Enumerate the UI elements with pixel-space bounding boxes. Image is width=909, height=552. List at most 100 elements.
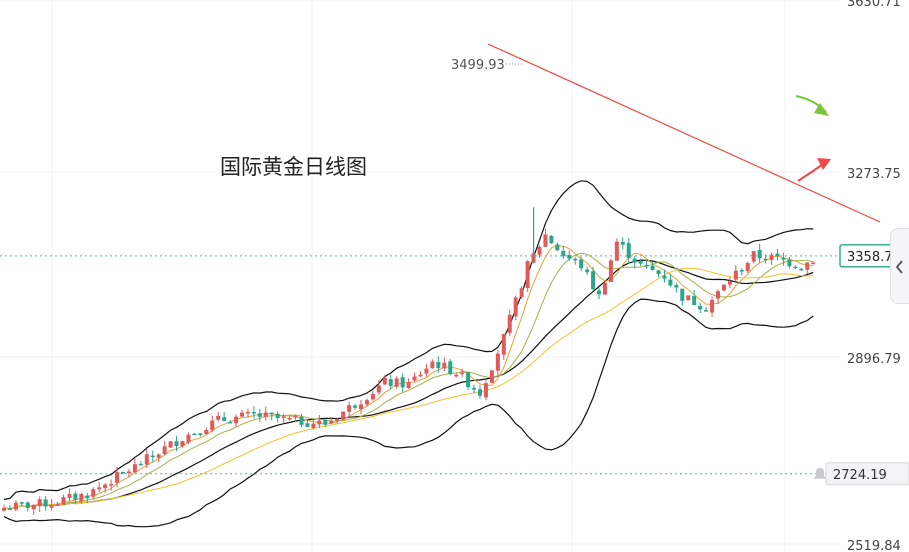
candle-body bbox=[204, 430, 209, 435]
candle-body bbox=[727, 281, 732, 285]
candle-body bbox=[359, 404, 363, 410]
candle-body bbox=[602, 282, 607, 295]
candle-body bbox=[299, 416, 304, 425]
candle-body bbox=[430, 361, 435, 369]
side-panel-toggle[interactable] bbox=[890, 228, 909, 304]
candle-body bbox=[7, 508, 12, 510]
candle-body bbox=[275, 413, 280, 419]
candle-body bbox=[144, 454, 149, 465]
candle-body bbox=[721, 284, 726, 291]
candle-body bbox=[341, 411, 346, 420]
candle-body bbox=[448, 361, 453, 374]
candle-body bbox=[382, 377, 387, 385]
candle-body bbox=[519, 288, 524, 298]
candle-body bbox=[245, 411, 250, 414]
candle-body bbox=[716, 291, 720, 299]
candle-body bbox=[442, 362, 447, 369]
bollinger-upper bbox=[3, 180, 814, 500]
candle-body bbox=[662, 275, 667, 279]
candle-body bbox=[25, 502, 30, 509]
candle-body bbox=[109, 484, 114, 486]
candle-body bbox=[739, 270, 744, 272]
candle-body bbox=[620, 241, 625, 245]
candle-body bbox=[31, 504, 36, 510]
candle-body bbox=[597, 290, 601, 295]
candle-body bbox=[222, 417, 227, 421]
candle-body bbox=[674, 285, 679, 288]
candle-body bbox=[91, 489, 96, 497]
candle-body bbox=[162, 446, 167, 454]
candle-body bbox=[168, 441, 173, 448]
candle-body bbox=[121, 471, 125, 474]
candle-body bbox=[763, 258, 768, 261]
candle-body bbox=[228, 421, 233, 424]
y-axis-tick-label: 2896.79 bbox=[847, 352, 901, 367]
candle-body bbox=[579, 259, 584, 269]
candle-body bbox=[614, 241, 619, 261]
candle-body bbox=[192, 433, 197, 436]
candle-body bbox=[305, 423, 310, 427]
candle-body bbox=[608, 260, 613, 282]
candle-body bbox=[43, 499, 48, 507]
candle-body bbox=[79, 493, 84, 501]
arrow-down-head bbox=[814, 103, 829, 116]
candle-body bbox=[126, 471, 131, 474]
candle-body bbox=[216, 415, 221, 420]
alert-price-badge[interactable] bbox=[825, 462, 909, 486]
candle-body bbox=[698, 305, 703, 310]
candle-body bbox=[650, 265, 655, 270]
candle-body bbox=[85, 495, 90, 499]
candle-body bbox=[483, 383, 488, 398]
candle-body bbox=[132, 464, 137, 473]
chart-title: 国际黄金日线图 bbox=[220, 155, 367, 179]
candle-body bbox=[567, 254, 572, 259]
candle-body bbox=[585, 269, 590, 273]
candle-body bbox=[323, 419, 328, 425]
candle-body bbox=[394, 378, 399, 387]
candle-body bbox=[745, 263, 750, 272]
candle-body bbox=[251, 412, 256, 414]
candle-body bbox=[37, 499, 42, 507]
candle-body bbox=[424, 368, 429, 374]
candle-body bbox=[138, 463, 143, 466]
candle-body bbox=[364, 400, 369, 405]
chevron-left-icon bbox=[895, 260, 903, 274]
y-axis-tick-label: 3630.71 bbox=[847, 0, 901, 10]
candle-body bbox=[793, 266, 798, 269]
candle-body bbox=[478, 389, 482, 396]
bell-icon[interactable] bbox=[814, 467, 826, 479]
candle-body bbox=[668, 279, 673, 286]
candle-body bbox=[454, 374, 459, 377]
candle-body bbox=[412, 376, 417, 381]
candle-body bbox=[686, 295, 691, 301]
candle-body bbox=[347, 405, 352, 412]
candle-body bbox=[335, 419, 340, 421]
candle-body bbox=[67, 494, 72, 498]
candle-body bbox=[472, 387, 477, 390]
candle-body bbox=[329, 420, 334, 424]
candle-body bbox=[638, 261, 643, 264]
candle-body bbox=[757, 249, 762, 259]
candle-body bbox=[317, 420, 322, 425]
candle-body bbox=[186, 434, 191, 443]
candle-body bbox=[370, 393, 375, 400]
bollinger-lower bbox=[3, 298, 814, 528]
y-axis-tick-label: 3273.75 bbox=[847, 167, 901, 182]
candle-body bbox=[376, 385, 381, 393]
candle-body bbox=[769, 254, 774, 260]
candle-body bbox=[733, 270, 738, 280]
candle-body bbox=[591, 271, 596, 290]
candle-body bbox=[489, 370, 494, 383]
candle-body bbox=[115, 472, 120, 483]
candle-body bbox=[692, 296, 697, 306]
candle-body bbox=[19, 502, 24, 504]
candle-body bbox=[549, 235, 554, 244]
candle-body bbox=[751, 251, 756, 262]
candle-body bbox=[466, 372, 471, 388]
candle-body bbox=[555, 244, 560, 251]
candle-body bbox=[263, 412, 268, 417]
candle-body bbox=[293, 415, 298, 418]
candle-body bbox=[781, 257, 786, 260]
